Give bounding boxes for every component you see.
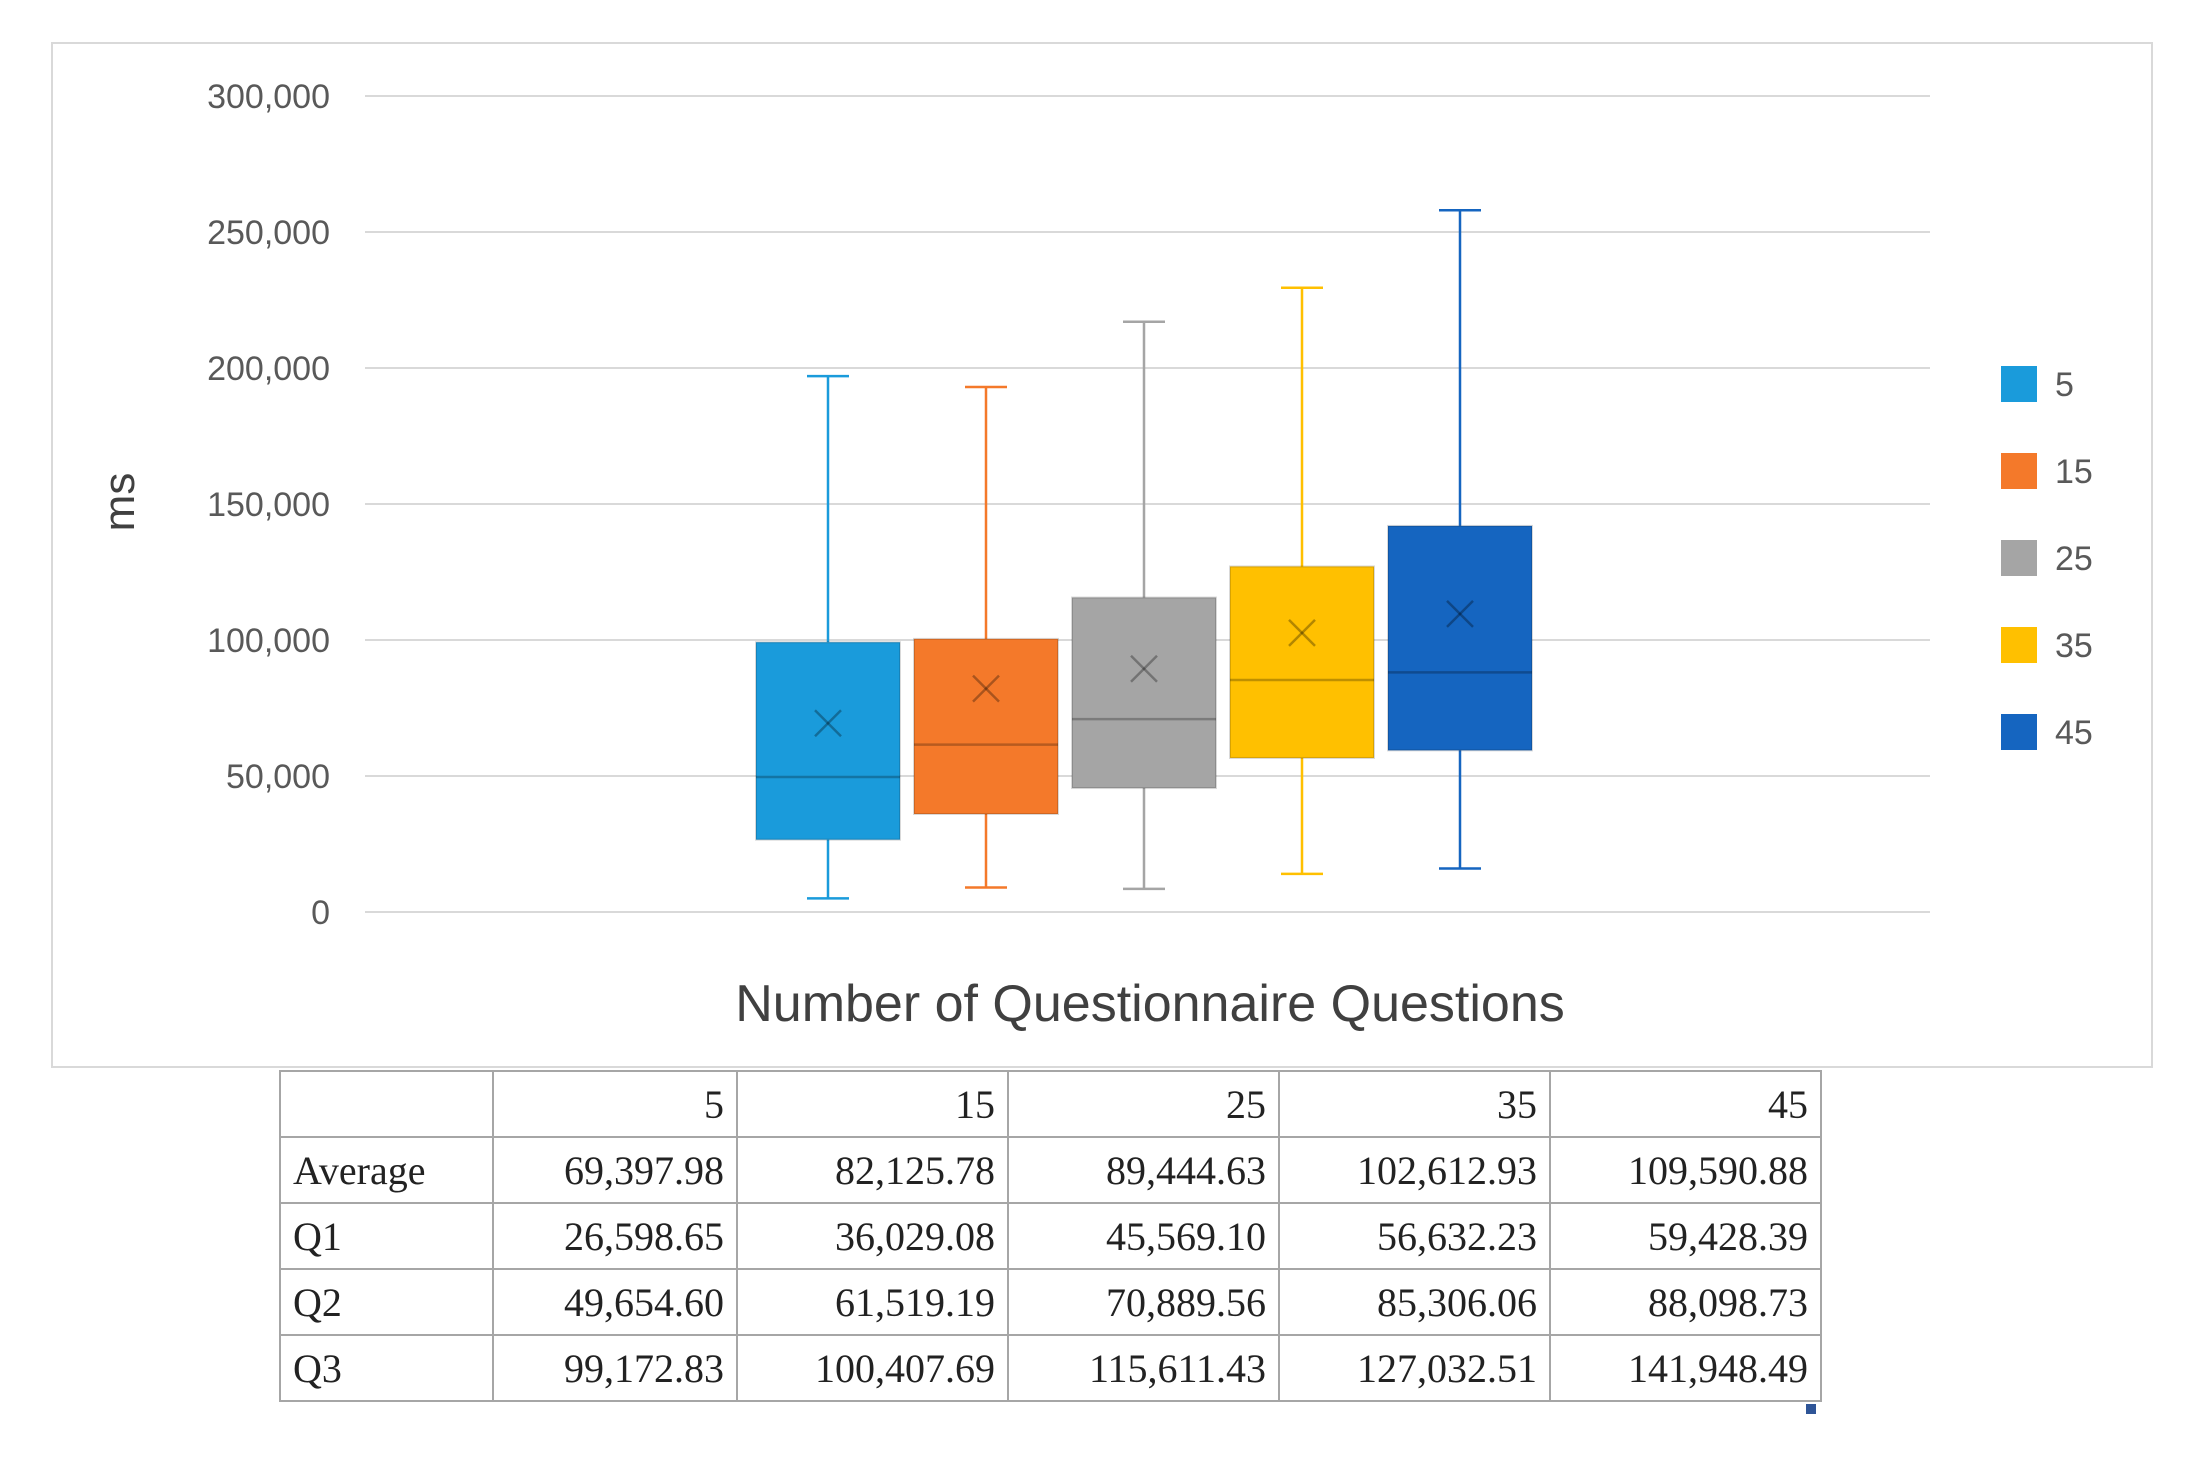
row-label-cell: Q3	[279, 1334, 494, 1402]
legend-swatch	[2001, 627, 2037, 663]
table-cell: 35	[1278, 1070, 1551, 1138]
y-tick-label: 300,000	[207, 78, 330, 116]
table-cell: 99,172.83	[492, 1334, 738, 1402]
iqr-box	[1229, 565, 1375, 759]
legend-swatch	[2001, 366, 2037, 402]
table-cell: 85,306.06	[1278, 1268, 1551, 1336]
table-cell: 59,428.39	[1549, 1202, 1822, 1270]
legend-label: 25	[2055, 540, 2093, 578]
table-cell: 141,948.49	[1549, 1334, 1822, 1402]
legend-swatch	[2001, 714, 2037, 750]
table-cell: 69,397.98	[492, 1136, 738, 1204]
iqr-box	[1387, 524, 1533, 752]
legend: 5 15 25 35 45	[2001, 366, 2093, 752]
table-cell: 115,611.43	[1007, 1334, 1280, 1402]
y-tick-label: 100,000	[207, 622, 330, 660]
table-cell: 102,612.93	[1278, 1136, 1551, 1204]
table-cell: 56,632.23	[1278, 1202, 1551, 1270]
table-cell: 109,590.88	[1549, 1136, 1822, 1204]
mean-marker	[1446, 600, 1474, 628]
table-cell: 88,098.73	[1549, 1268, 1822, 1336]
mean-marker	[1288, 619, 1316, 647]
table-cell: 89,444.63	[1007, 1136, 1280, 1204]
table-cell: 61,519.19	[736, 1268, 1009, 1336]
table-cell: 45,569.10	[1007, 1202, 1280, 1270]
x-axis-title: Number of Questionnaire Questions	[735, 975, 1565, 1033]
mean-marker	[972, 674, 1000, 703]
y-tick-label: 150,000	[207, 486, 330, 524]
mean-marker	[814, 709, 842, 738]
table-row: Q1 26,598.65 36,029.08 45,569.10 56,632.23 59…	[279, 1202, 1822, 1270]
table-cell: 36,029.08	[736, 1202, 1009, 1270]
table-header-row: 5 15 25 35 45	[279, 1070, 1822, 1138]
box-series-15	[913, 385, 1059, 889]
table-cell: 49,654.60	[492, 1268, 738, 1336]
table-cell: 25	[1007, 1070, 1280, 1138]
selection-handle[interactable]	[1806, 1404, 1816, 1414]
table-cell: 100,407.69	[736, 1334, 1009, 1402]
row-label-cell: Average	[279, 1136, 494, 1204]
table-cell: 45	[1549, 1070, 1822, 1138]
table-row: Q2 49,654.60 61,519.19 70,889.56 85,306.06 88…	[279, 1268, 1822, 1336]
legend-item-15: 15	[2001, 453, 2093, 491]
y-axis-ticks: 0 50,000 100,000 150,000 200,000 250,000 300,0…	[207, 78, 330, 932]
iqr-box	[755, 641, 901, 841]
row-label-cell: Q1	[279, 1202, 494, 1270]
data-table: 5 15 25 35 45 Average 69,397.98 82,125.78 89,444…	[279, 1070, 1822, 1402]
legend-item-25: 25	[2001, 540, 2093, 578]
y-axis-title: ms	[95, 473, 144, 532]
iqr-box	[1071, 596, 1217, 790]
mean-marker	[972, 674, 1000, 703]
mean-marker	[1446, 600, 1474, 628]
mean-marker	[1130, 654, 1158, 683]
chart-frame	[51, 42, 2153, 1068]
legend-label: 15	[2055, 453, 2093, 491]
legend-item-35: 35	[2001, 627, 2093, 665]
y-tick-label: 0	[311, 894, 330, 932]
box-series-35	[1229, 286, 1375, 876]
table-row: Q3 99,172.83 100,407.69 115,611.43 127,032.5…	[279, 1334, 1822, 1402]
legend-item-5: 5	[2001, 366, 2074, 404]
box-series-45	[1387, 208, 1533, 870]
box-series-25	[1071, 320, 1217, 891]
gridlines	[365, 95, 1930, 913]
mean-marker	[1130, 654, 1158, 683]
legend-label: 45	[2055, 714, 2093, 752]
table-cell: 26,598.65	[492, 1202, 738, 1270]
legend-item-45: 45	[2001, 714, 2093, 752]
row-label-cell	[279, 1070, 494, 1138]
legend-swatch	[2001, 540, 2037, 576]
y-tick-label: 50,000	[226, 758, 330, 796]
box-series	[755, 208, 1533, 900]
table-cell: 82,125.78	[736, 1136, 1009, 1204]
row-label-cell: Q2	[279, 1268, 494, 1336]
mean-marker	[814, 709, 842, 738]
legend-swatch	[2001, 453, 2037, 489]
table-cell: 15	[736, 1070, 1009, 1138]
table-cell: 70,889.56	[1007, 1268, 1280, 1336]
mean-marker	[1288, 619, 1316, 647]
box-series-5	[755, 374, 901, 900]
y-tick-label: 200,000	[207, 350, 330, 388]
y-tick-label: 250,000	[207, 214, 330, 252]
legend-label: 5	[2055, 366, 2074, 404]
legend-label: 35	[2055, 627, 2093, 665]
table-row: Average 69,397.98 82,125.78 89,444.63 102,61…	[279, 1136, 1822, 1204]
table-cell: 5	[492, 1070, 738, 1138]
table-cell: 127,032.51	[1278, 1334, 1551, 1402]
iqr-box	[913, 637, 1059, 816]
